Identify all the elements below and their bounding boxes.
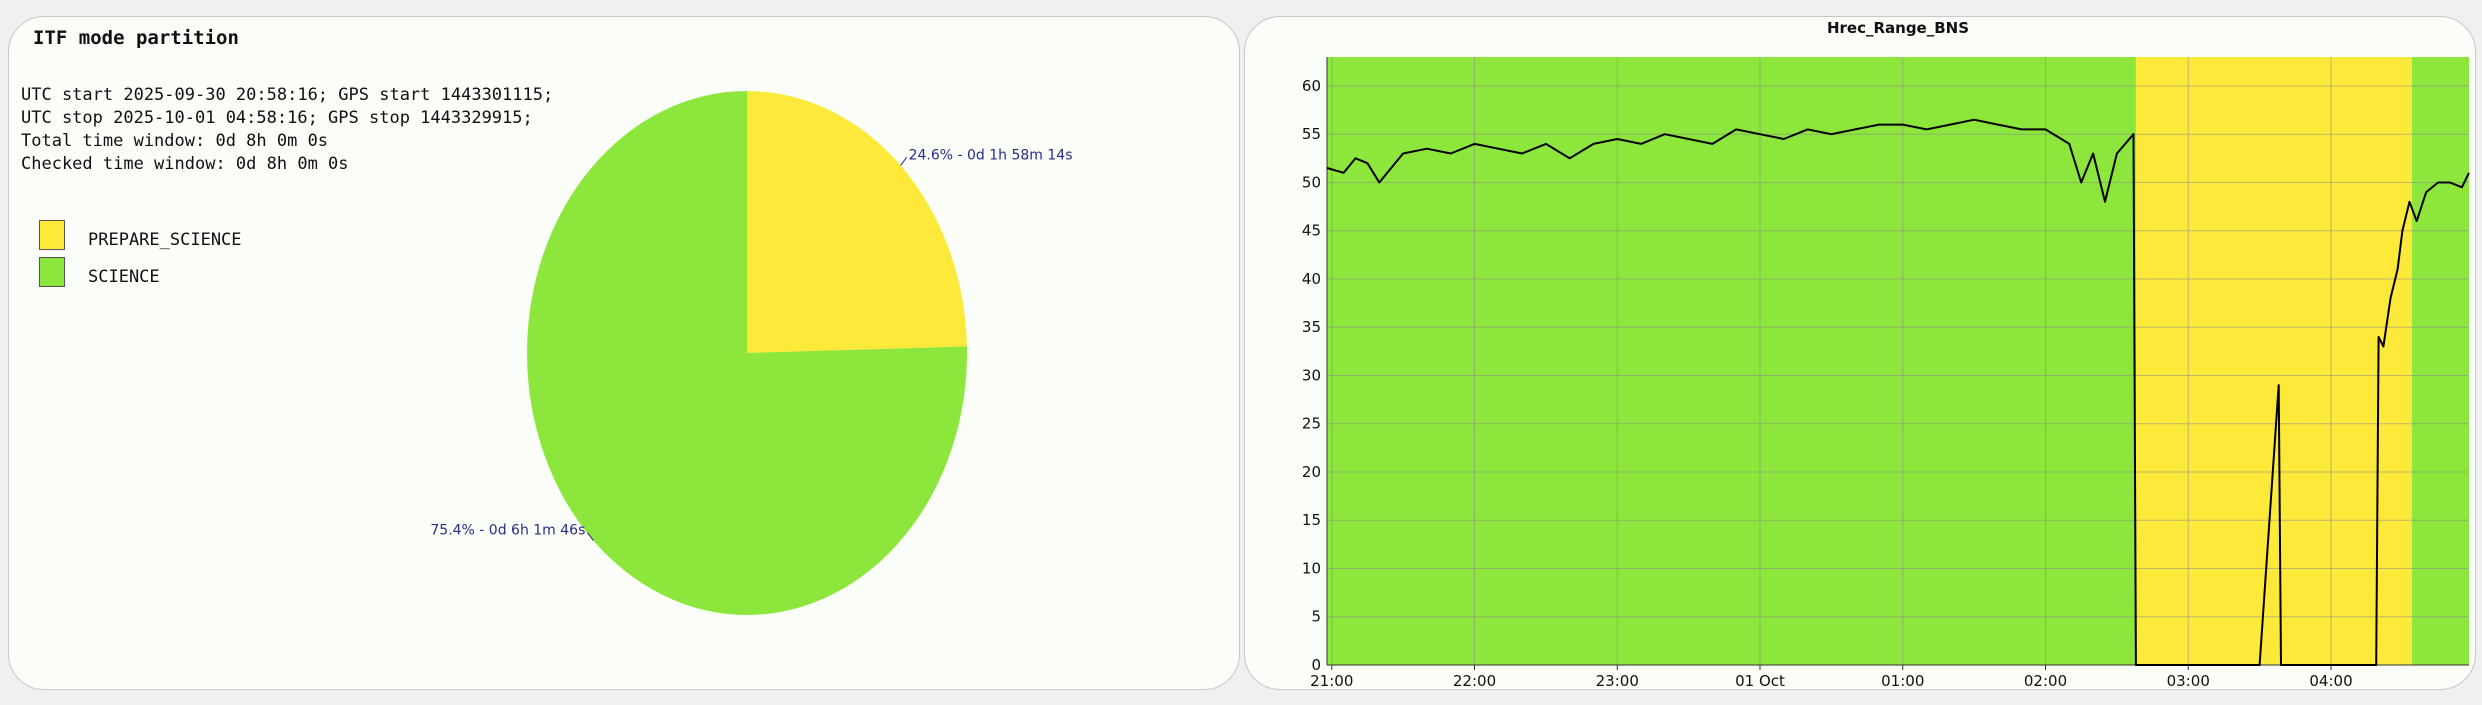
x-tick-label: 22:00 (1453, 672, 1496, 689)
y-tick-label: 5 (1311, 608, 1321, 626)
x-tick-label: 21:00 (1310, 672, 1353, 689)
y-tick-label: 0 (1311, 656, 1321, 674)
x-tick-label: 04:00 (2309, 672, 2352, 689)
hrec-range-series-line (1326, 118, 2470, 666)
y-tick-label: 30 (1302, 366, 1321, 384)
total-window-line: Total time window: 0d 8h 0m 0s (21, 131, 329, 151)
x-tick-label: 02:00 (2024, 672, 2067, 689)
y-tick-label: 25 (1302, 415, 1321, 433)
y-tick-label: 60 (1302, 77, 1321, 95)
y-tick-label: 35 (1302, 318, 1321, 336)
y-tick-label: 15 (1302, 511, 1321, 529)
y-tick-label: 50 (1302, 173, 1321, 191)
mode-partition-panel: ITF mode partition UTC start 2025-09-30 … (8, 16, 1240, 690)
mode-band-prepare-science (2135, 57, 2412, 665)
pie-chart: 24.6% - 0d 1h 58m 14s 75.4% - 0d 6h 1m 46… (430, 91, 1073, 615)
y-tick-label: 55 (1302, 125, 1321, 143)
line-chart-title: Hrec_Range_BNS (1827, 19, 1969, 37)
x-tick-label: 01:00 (1881, 672, 1924, 689)
pie-label-prepare-science: 24.6% - 0d 1h 58m 14s (909, 147, 1073, 163)
legend-swatch-prepare-science (39, 220, 65, 250)
line-chart: Hrec_Range_BNS 0 5 10 15 20 25 30 35 40 45 50 55 60 21… (1302, 19, 2470, 689)
x-tick-label: 03:00 (2167, 672, 2210, 689)
legend-label-science: SCIENCE (88, 267, 160, 287)
y-tick-label: 20 (1302, 463, 1321, 481)
y-tick-label: 45 (1302, 222, 1321, 240)
checked-window-line: Checked time window: 0d 8h 0m 0s (21, 154, 349, 174)
pie-label-science: 75.4% - 0d 6h 1m 46s (430, 523, 585, 539)
pie-slice-science (526, 91, 968, 615)
y-tick-label: 40 (1302, 270, 1321, 288)
pie-slice-prepare-science (747, 91, 967, 353)
hrec-range-panel: Hrec_Range_BNS 0 5 10 15 20 25 30 35 40 45 50 55 60 21… (1244, 16, 2476, 690)
y-tick-label: 10 (1302, 559, 1321, 577)
x-tick-label: 01 Oct (1735, 672, 1785, 689)
legend-swatch-science (39, 257, 65, 287)
x-tick-label: 23:00 (1596, 672, 1639, 689)
mode-band-science (2411, 57, 2469, 665)
mode-band-science (1327, 57, 2136, 665)
utc-stop-line: UTC stop 2025-10-01 04:58:16; GPS stop 1… (21, 108, 533, 128)
legend-label-prepare-science: PREPARE_SCIENCE (88, 230, 242, 250)
utc-start-line: UTC start 2025-09-30 20:58:16; GPS start… (21, 85, 554, 105)
pie-chart-title: ITF mode partition (33, 27, 239, 49)
